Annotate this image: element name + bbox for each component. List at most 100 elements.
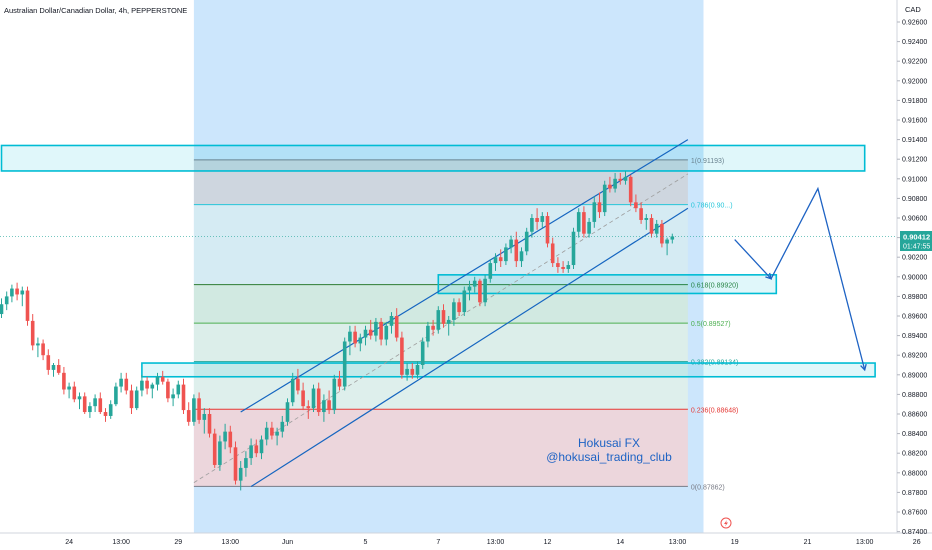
candle <box>25 286 30 326</box>
candle <box>441 304 446 328</box>
candle-body <box>332 378 337 411</box>
candle <box>446 316 451 336</box>
candle <box>374 317 378 342</box>
candle-body <box>160 376 165 382</box>
candle-body <box>311 388 316 409</box>
candle <box>504 243 508 266</box>
forecast-path[interactable] <box>734 186 867 372</box>
price-tick-label: 0.92000 <box>902 78 927 85</box>
candle <box>238 461 243 491</box>
price-tick-label: 0.90600 <box>902 216 927 223</box>
candle <box>140 374 144 397</box>
candle-body <box>51 365 56 370</box>
candle-body <box>472 280 477 287</box>
candle-body <box>280 421 285 432</box>
candle-body <box>62 372 66 390</box>
last-price-badge: 0.90412 01:47:55 <box>900 231 932 251</box>
candle <box>519 247 524 267</box>
candle-body <box>348 331 352 342</box>
candle <box>363 325 368 346</box>
candle-body <box>88 406 92 413</box>
candle-body <box>77 396 82 400</box>
candle-body <box>249 445 253 459</box>
candle <box>431 319 435 336</box>
candle-body <box>545 216 550 244</box>
candle <box>535 208 539 230</box>
time-tick-label: Jun <box>282 539 293 546</box>
fib-level-label: 0.5(0.89527) <box>691 321 731 328</box>
candle <box>311 384 316 413</box>
candle <box>389 312 394 334</box>
price-tick-label: 0.89000 <box>902 372 927 379</box>
time-tick-label: 7 <box>436 539 440 546</box>
flash-icon[interactable] <box>720 517 732 529</box>
channel-lower-line <box>250 207 689 488</box>
fib-level-label: 1(0.91193) <box>691 158 724 165</box>
candle <box>51 363 56 377</box>
candle-body <box>93 398 97 407</box>
candle <box>285 398 290 426</box>
candle <box>124 372 129 395</box>
candle-body <box>10 288 14 297</box>
price-tick-label: 0.89600 <box>902 314 927 321</box>
candle <box>296 368 300 395</box>
candle-body <box>660 223 664 244</box>
candle <box>306 400 311 419</box>
candle <box>0 298 4 318</box>
fib-618-zone[interactable] <box>437 274 778 295</box>
candle-body <box>181 384 186 411</box>
candle <box>77 392 82 410</box>
candle-body <box>446 319 451 324</box>
candle-body <box>665 239 669 244</box>
candle-body <box>186 410 191 422</box>
candle-body <box>290 378 295 403</box>
candle-body <box>0 304 4 315</box>
candle <box>665 237 669 256</box>
candle-body <box>296 378 300 391</box>
candle <box>337 370 342 391</box>
candle <box>108 400 113 419</box>
candle <box>410 363 415 379</box>
candle-body <box>467 286 472 291</box>
candle-body <box>30 320 35 346</box>
candle-body <box>150 384 155 389</box>
candle-body <box>228 431 233 448</box>
candle-body <box>36 343 40 346</box>
candle <box>332 374 337 414</box>
candle-body <box>379 321 383 340</box>
candle <box>384 321 389 346</box>
candle-body <box>384 325 389 340</box>
price-tick-label: 0.88800 <box>902 392 927 399</box>
candle-body <box>363 329 368 338</box>
candle <box>400 331 404 379</box>
fib-level-label: 0(0.87862) <box>691 484 725 491</box>
candle-body <box>431 325 435 330</box>
candle-body <box>587 221 591 234</box>
candle <box>316 382 321 416</box>
candle <box>264 421 269 446</box>
candle-body <box>207 414 212 434</box>
candle <box>582 206 586 238</box>
candle <box>67 382 71 399</box>
candle <box>228 425 233 454</box>
candle <box>618 172 623 185</box>
candle <box>244 451 248 477</box>
candle <box>405 363 409 381</box>
candle-body <box>301 390 305 407</box>
candle-body <box>649 218 654 234</box>
fibonacci-retracement[interactable]: 1(0.91193) 0.786(0.90...) 0.618(0.89920) 0.… <box>193 158 738 491</box>
candle-body <box>25 290 30 321</box>
resistance-zone[interactable] <box>0 144 866 172</box>
candle <box>280 415 285 438</box>
candle-body <box>374 321 378 336</box>
candle <box>556 257 560 273</box>
support-zone[interactable] <box>141 362 876 378</box>
candle <box>488 259 493 283</box>
candle <box>72 381 77 403</box>
zones-layer[interactable] <box>0 144 876 378</box>
candle-body <box>550 243 555 264</box>
candle-body <box>197 398 201 420</box>
candle-body <box>426 325 430 342</box>
candle <box>498 249 503 267</box>
